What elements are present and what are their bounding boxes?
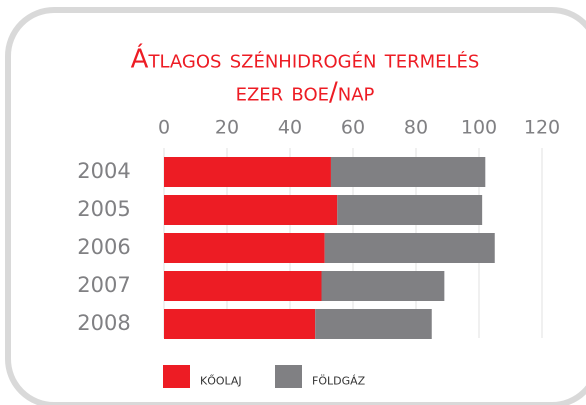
y-tick-label: 2007 bbox=[77, 273, 130, 297]
bar bbox=[330, 157, 486, 187]
bar bbox=[164, 233, 325, 263]
y-tick-label: 2005 bbox=[77, 197, 130, 221]
legend-swatch bbox=[275, 365, 302, 388]
bar bbox=[315, 309, 432, 339]
bar bbox=[164, 271, 322, 301]
bar bbox=[164, 195, 338, 225]
x-tick-label: 80 bbox=[404, 117, 428, 139]
chart-title: Átlagos szénhidrogén termelés bbox=[131, 43, 480, 75]
x-tick-label: 0 bbox=[158, 117, 170, 139]
legend-label: kőolaj bbox=[200, 371, 242, 389]
legend-swatch bbox=[163, 365, 190, 388]
x-tick-label: 40 bbox=[278, 117, 302, 139]
bar bbox=[324, 233, 495, 263]
chart-subtitle: ezer boe/nap bbox=[236, 78, 375, 108]
legend-label: földgáz bbox=[312, 371, 366, 389]
bar bbox=[164, 157, 331, 187]
x-tick-label: 60 bbox=[341, 117, 365, 139]
y-tick-label: 2006 bbox=[77, 235, 130, 259]
x-tick-label: 120 bbox=[524, 117, 560, 139]
bar bbox=[321, 271, 445, 301]
bar bbox=[337, 195, 483, 225]
y-tick-label: 2008 bbox=[77, 311, 130, 335]
bar bbox=[164, 309, 316, 339]
y-tick-label: 2004 bbox=[77, 159, 130, 183]
x-tick-label: 20 bbox=[215, 117, 239, 139]
x-tick-label: 100 bbox=[461, 117, 497, 139]
